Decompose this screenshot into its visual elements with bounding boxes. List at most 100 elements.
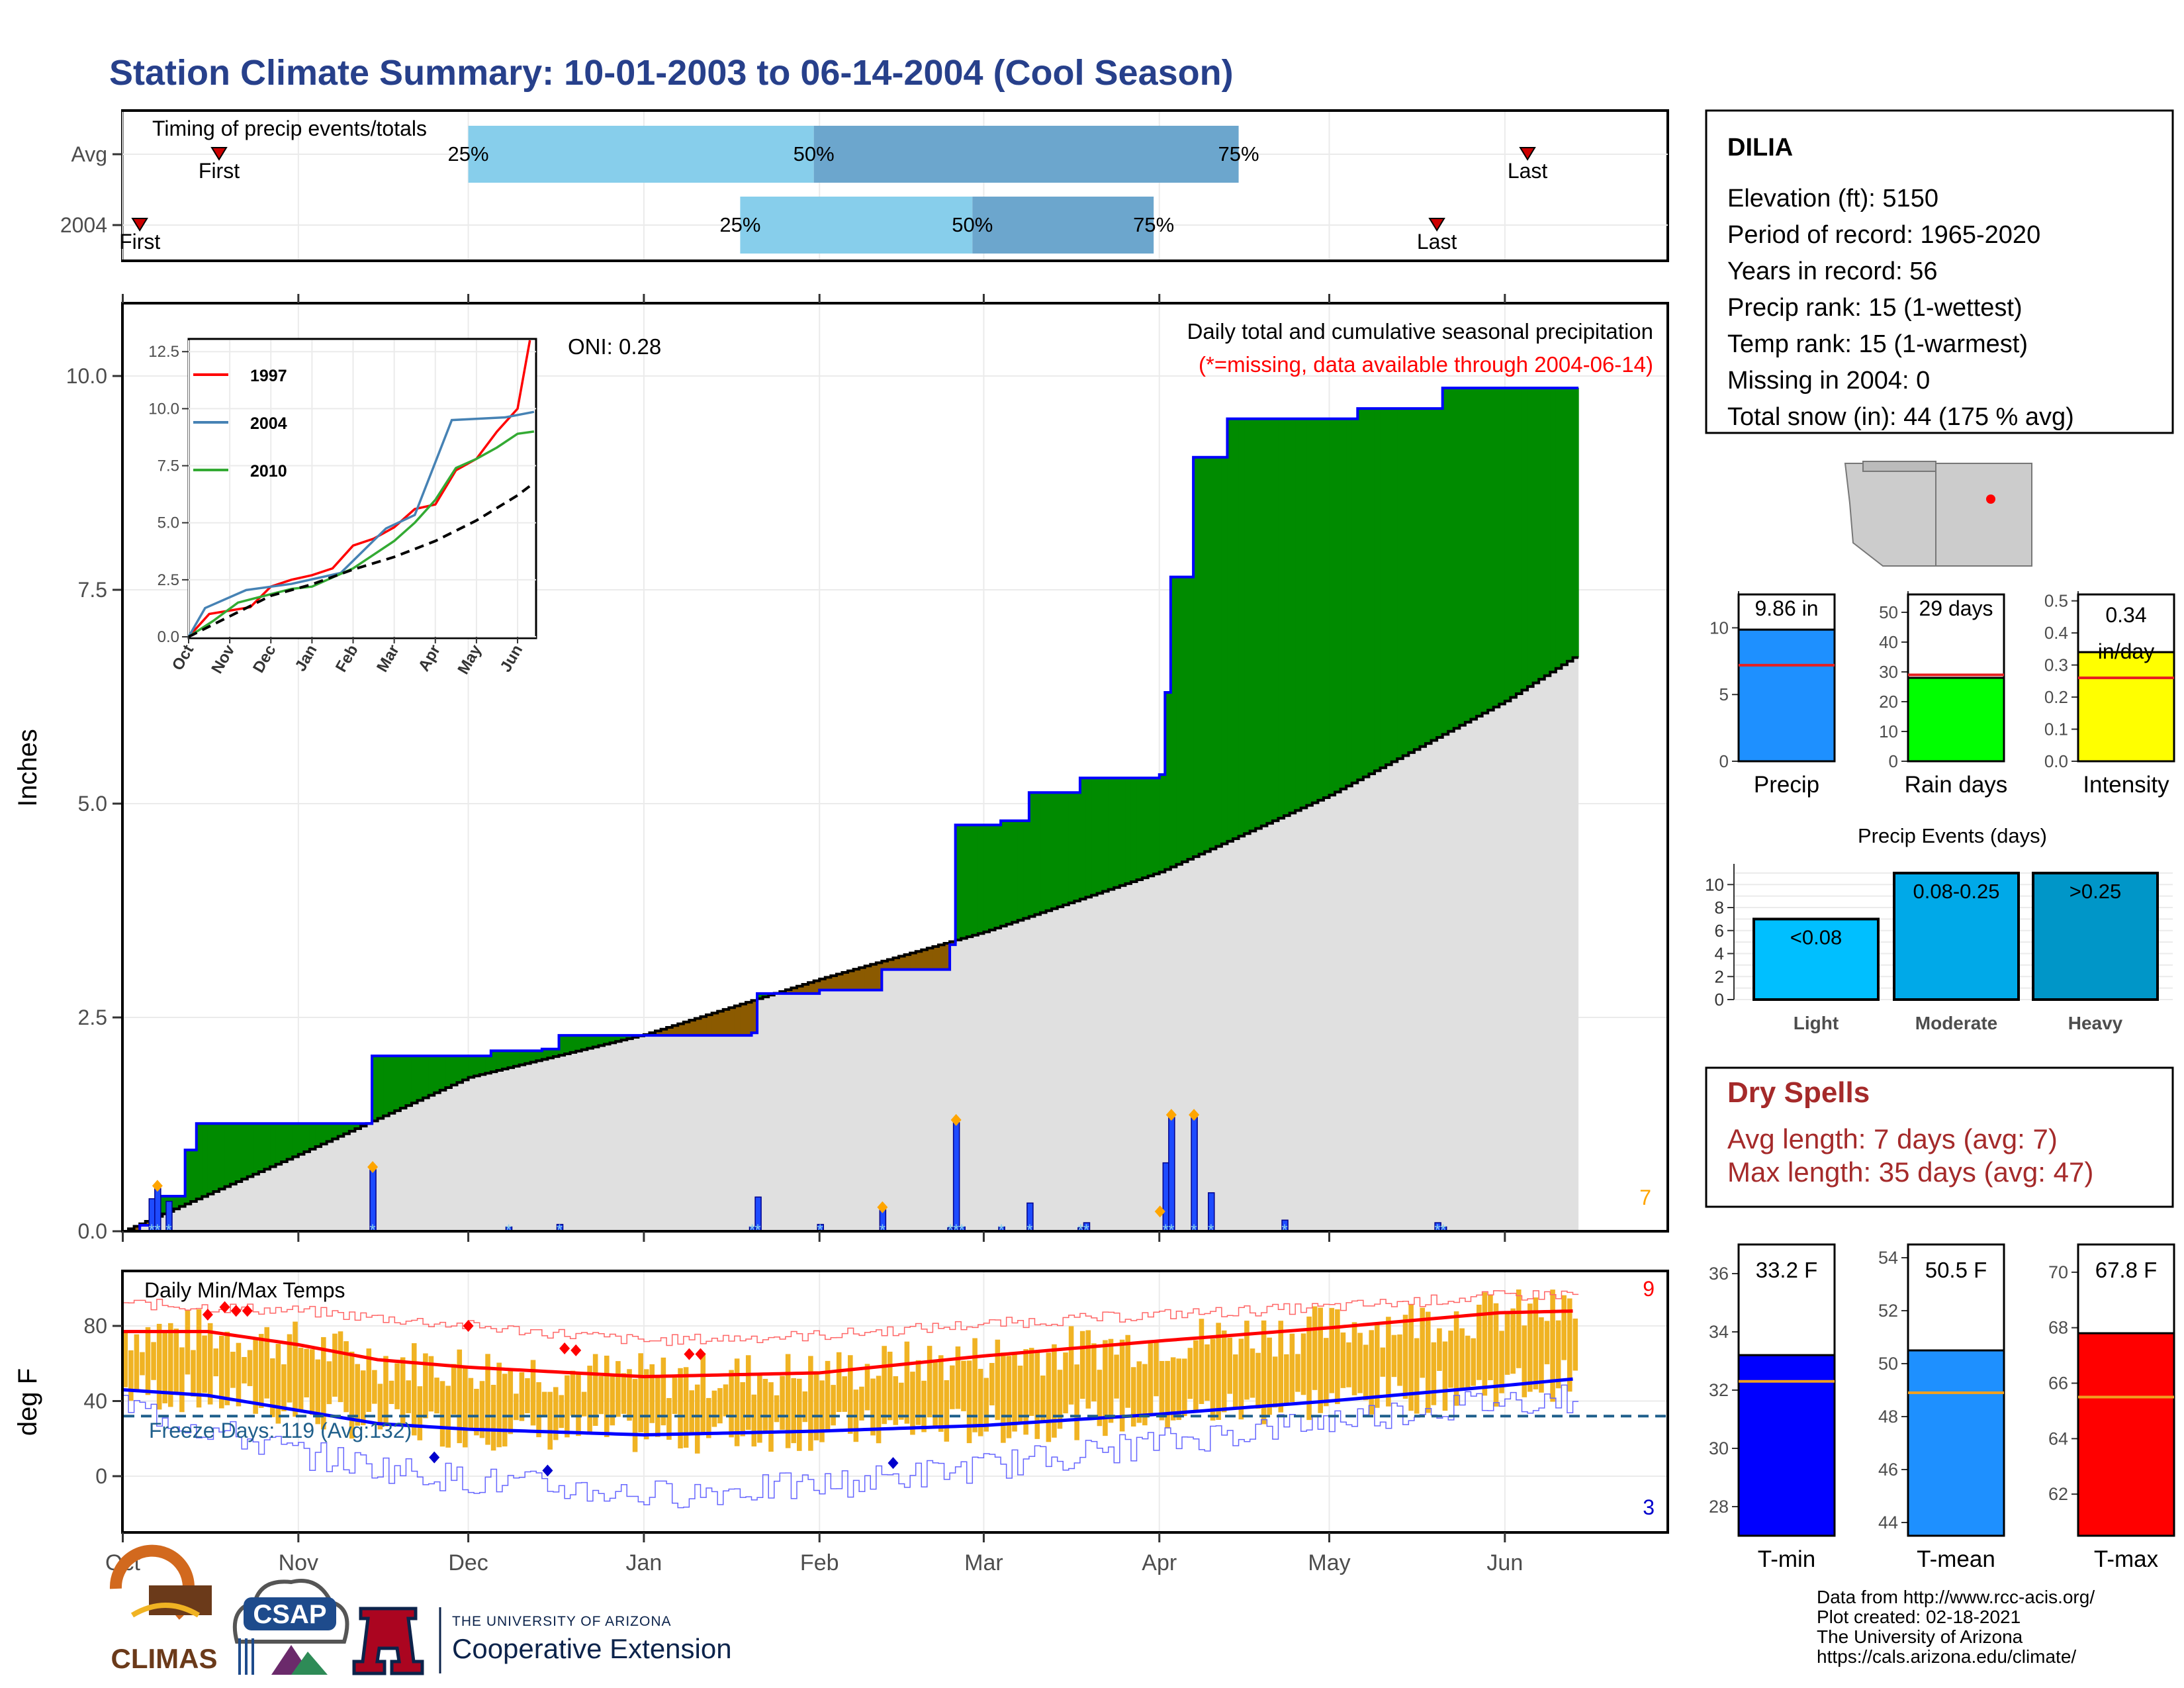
record-max-line [122,1290,1579,1346]
page-title: Station Climate Summary: 10-01-2003 to 0… [109,53,1234,93]
quartile-label: 75% [1133,213,1174,236]
daily-temp-bar [780,1376,785,1430]
events-ytick-label: 0 [1715,990,1724,1009]
temp-ytick-label: 40 [83,1389,107,1413]
precip-surplus-slice [615,1035,622,1042]
daily-temp-bar [1028,1348,1034,1416]
precip-surplus-slice [525,1051,531,1064]
precip-surplus-slice [445,1056,452,1088]
daily-temp-bar [151,1342,156,1380]
precip-surplus-slice [1329,418,1336,796]
mini-bar-ytick-label: 0.1 [2044,720,2068,739]
precip-surplus-slice [1437,408,1443,737]
daily-temp-bar [655,1376,660,1437]
daily-temp-bar [1165,1360,1170,1429]
precip-surplus-slice [1306,418,1313,806]
daily-temp-bar [1555,1320,1561,1389]
precip-surplus-slice [1493,388,1500,708]
daily-temp-bar [565,1375,570,1438]
daily-temp-bar [536,1382,541,1438]
precip-surplus-slice [224,1123,231,1187]
precip-deficit-slice [899,956,905,970]
precip-surplus-slice [463,1056,469,1080]
station-info-line: Missing in 2004: 0 [1727,367,1930,395]
average-min-line [122,1377,1573,1437]
precip-surplus-slice [1148,778,1154,876]
record-low-marker [429,1451,440,1464]
daily-temp-bar [950,1365,955,1409]
events-bar [1893,871,2020,1002]
precip-surplus-slice [955,825,962,941]
daily-temp-bar [978,1368,983,1436]
daily-temp-bar [145,1327,151,1395]
daily-temp-bar [678,1368,683,1449]
precip-deficit-slice [864,966,871,990]
daily-precip-bar [1168,1117,1175,1232]
daily-temp-bar [1125,1335,1130,1408]
daily-temp-bar [938,1355,944,1432]
daily-temp-bar [933,1360,938,1427]
seasonal-totals-charts: 0 5 10 9.86 in Precip 0 10 20 30 40 50 29 days Rain … [1709,591,2175,798]
precip-surplus-slice [1136,778,1143,880]
precip-surplus-slice [1369,408,1375,774]
precip-surplus-slice [1380,408,1387,768]
precip-deficit-slice [938,945,945,970]
station-info-line: Temp rank: 15 (1-warmest) [1727,330,2028,358]
daily-temp-bar [366,1348,372,1412]
daily-temp-bar [1306,1316,1312,1421]
daily-temp-bar [819,1380,825,1442]
daily-temp-bar [423,1353,428,1419]
precip-surplus-slice [1504,388,1511,701]
precip-surplus-slice [400,1056,407,1108]
daily-temp-bar [1386,1317,1391,1407]
mini-bar-value [2077,651,2175,763]
precip-surplus-slice [1516,388,1523,694]
daily-temp-bar [570,1370,576,1416]
events-ytick-label: 8 [1715,898,1724,917]
daily-temp-bar [1068,1326,1074,1405]
daily-temp-bar [1272,1356,1278,1408]
precip-surplus-slice [1119,778,1126,886]
daily-temp-bar [1448,1331,1453,1388]
precip-surplus-slice [451,1056,458,1086]
daily-temp-bar [1510,1308,1516,1374]
daily-temp-bar [122,1332,128,1387]
daily-temp-bar [1091,1343,1097,1402]
precip-corner-count: 7 [1639,1186,1651,1209]
precip-surplus-slice [1221,457,1228,844]
daily-temp-bar [1431,1342,1437,1405]
daily-temp-bar [1477,1304,1482,1380]
observed-cumulative-line [122,387,1579,1233]
temp-bar-ytick-label: 54 [1878,1248,1898,1268]
precip-surplus-slice [547,1049,554,1058]
precip-deficit-slice [672,1025,678,1036]
daily-temp-bar [876,1376,882,1444]
daily-temp-bar [406,1380,412,1413]
precip-surplus-slice [1255,418,1262,829]
precip-deficit-slice [876,962,882,990]
daily-temp-bar [167,1323,173,1407]
daily-temp-bar [1471,1338,1477,1386]
precip-deficit-slice [825,977,831,990]
precip-surplus-slice [485,1056,492,1074]
record-high-marker [202,1308,213,1321]
precip-surplus-slice [1426,408,1432,744]
precip-deficit-slice [700,1016,707,1036]
precip-surplus-slice [565,1035,571,1055]
daily-temp-bar [745,1355,751,1430]
credit-line: Data from http://www.rcc-acis.org/ [1817,1587,2095,1607]
daily-temp-bar [729,1370,734,1438]
precip-ytick-label: 7.5 [78,578,107,602]
precip-surplus-slice [1125,778,1132,884]
record-high-marker [570,1344,582,1356]
precip-surplus-slice [173,1196,180,1209]
daily-temp-bar [134,1334,140,1391]
precip-surplus-slice [1154,778,1160,874]
daily-temp-bar [899,1382,904,1420]
precip-surplus-slice [1284,418,1291,816]
daily-temp-bar [740,1382,745,1436]
precip-surplus-slice [383,1056,390,1116]
daily-temp-bar [1006,1356,1012,1438]
daily-temp-bar [1108,1338,1114,1423]
precip-surplus-slice [474,1056,480,1076]
